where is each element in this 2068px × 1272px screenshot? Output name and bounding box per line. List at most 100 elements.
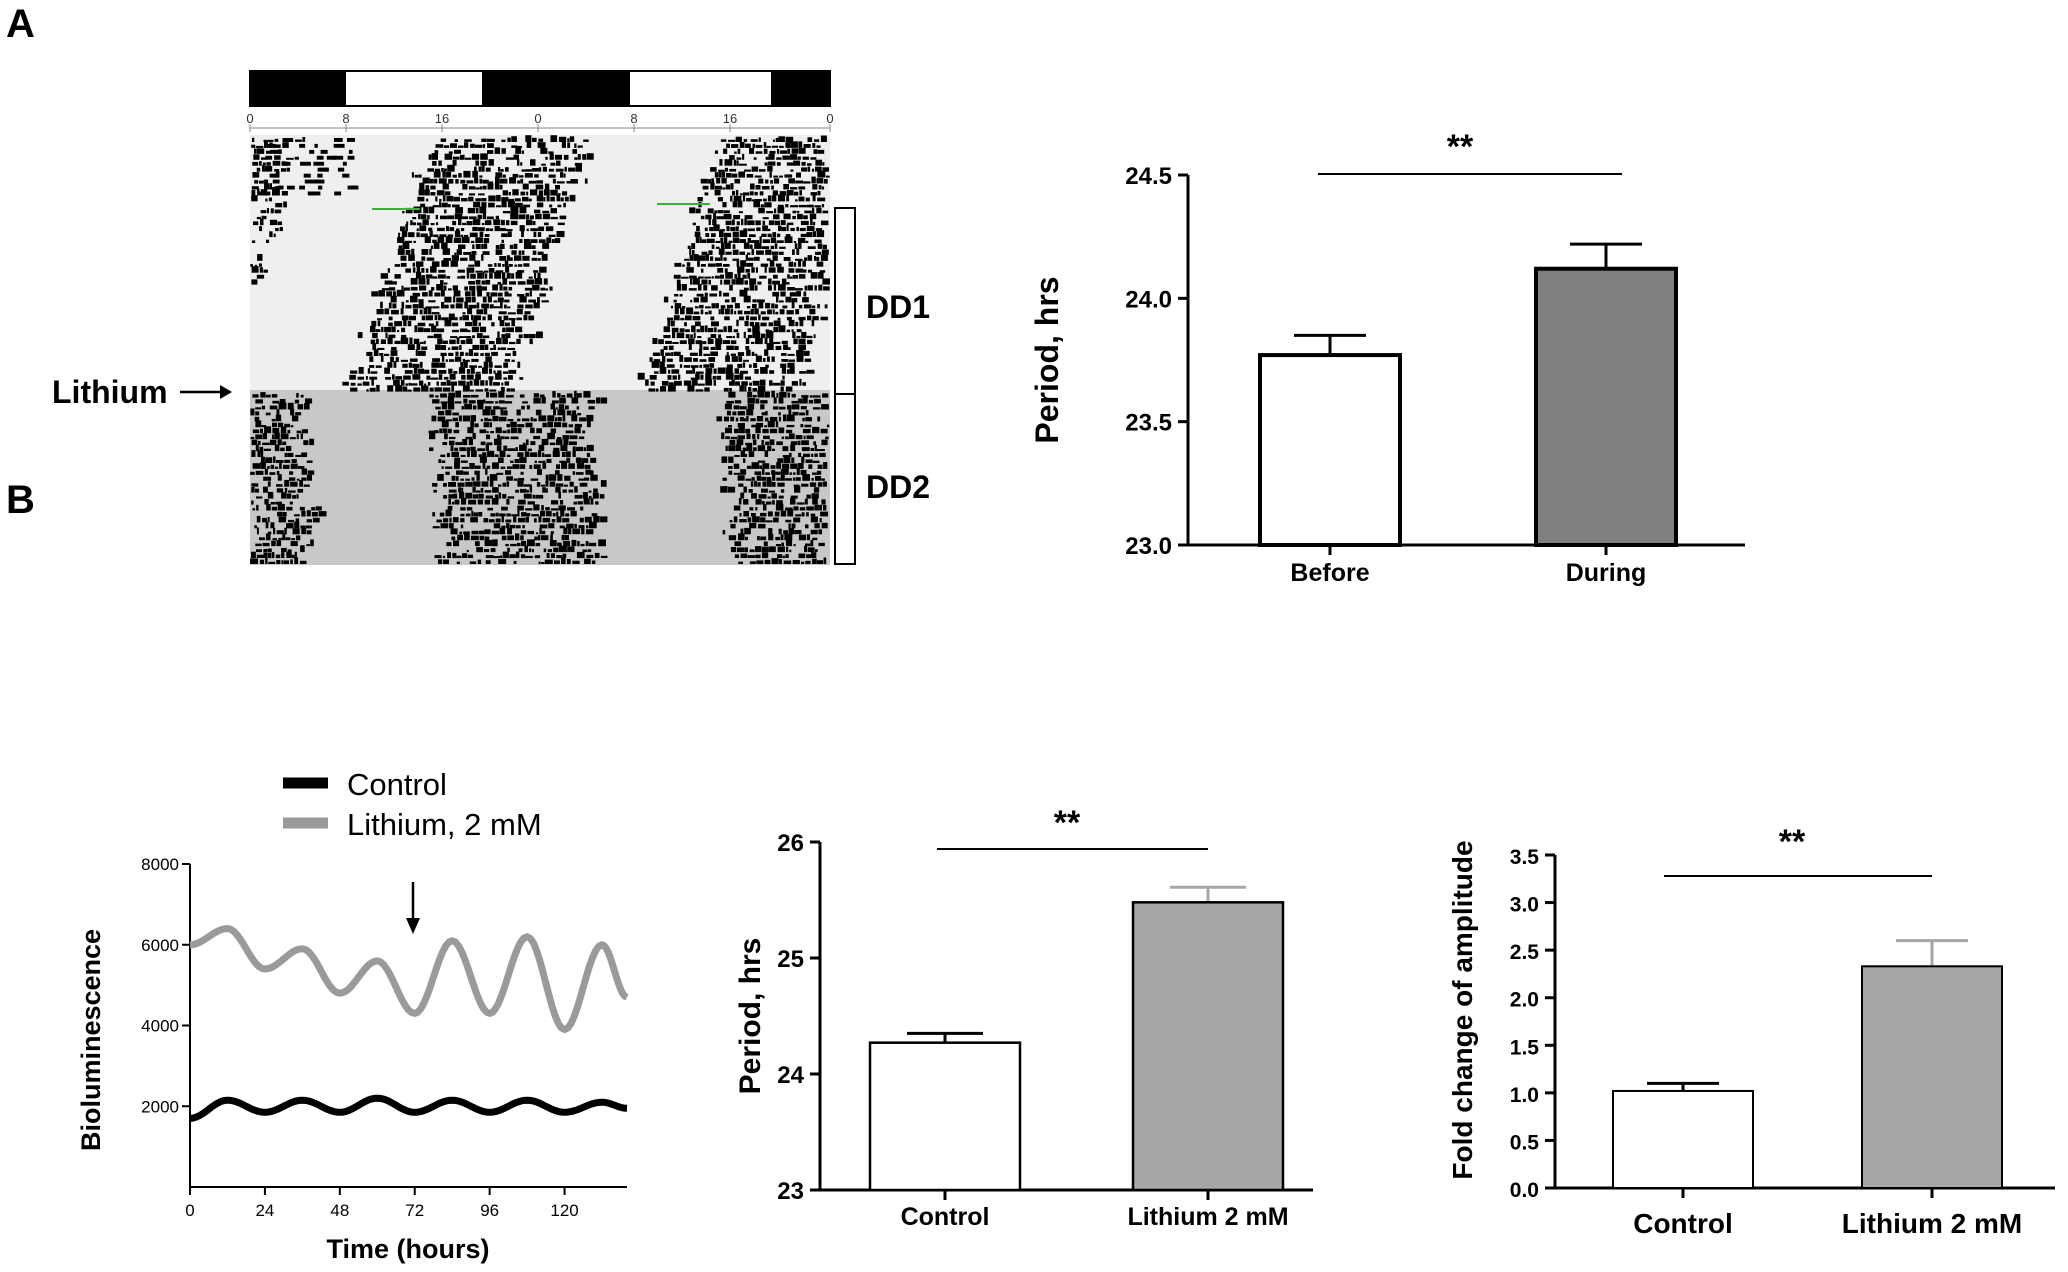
activity-mark — [534, 273, 537, 279]
activity-mark — [479, 178, 483, 184]
activity-mark — [480, 418, 483, 422]
activity-mark — [256, 549, 262, 553]
activity-mark — [274, 138, 279, 142]
activity-mark — [777, 206, 785, 214]
activity-mark — [693, 332, 696, 339]
activity-mark — [482, 272, 485, 279]
activity-mark — [792, 210, 797, 214]
activity-mark — [735, 381, 740, 386]
activity-mark — [460, 362, 464, 368]
activity-mark — [812, 407, 821, 410]
activity-mark — [444, 376, 449, 380]
activity-mark — [734, 345, 739, 350]
activity-mark — [721, 171, 726, 178]
activity-mark — [653, 359, 661, 362]
activity-mark — [449, 440, 455, 446]
activity-mark — [678, 374, 681, 380]
activity-mark — [766, 480, 772, 487]
activity-mark — [697, 383, 705, 386]
activity-mark — [447, 428, 452, 434]
activity-mark — [811, 453, 814, 457]
activity-mark — [452, 156, 460, 160]
activity-mark — [761, 246, 770, 249]
activity-mark — [739, 519, 747, 523]
activity-mark — [801, 561, 805, 564]
activity-mark — [735, 190, 739, 196]
activity-mark — [744, 287, 749, 291]
activity-mark — [307, 191, 315, 196]
c3-bars: Control Lithium 2 mM — [868, 885, 1289, 1231]
activity-mark — [754, 369, 759, 374]
activity-mark — [290, 425, 294, 428]
activity-mark — [576, 462, 584, 469]
activity-mark — [488, 268, 495, 273]
activity-mark — [802, 156, 809, 160]
activity-mark — [738, 171, 745, 178]
activity-mark — [565, 430, 574, 434]
activity-mark — [294, 551, 297, 558]
activity-mark — [432, 276, 438, 279]
activity-mark — [584, 477, 590, 481]
activity-mark — [718, 248, 725, 255]
activity-mark — [582, 492, 588, 499]
activity-mark — [750, 481, 754, 487]
activity-mark — [369, 376, 378, 380]
activity-mark — [807, 285, 813, 291]
activity-mark — [740, 528, 744, 535]
activity-mark — [588, 406, 595, 410]
activity-mark — [499, 320, 505, 327]
activity-mark — [585, 469, 591, 475]
activity-mark — [754, 199, 762, 202]
activity-mark — [815, 228, 823, 232]
activity-mark — [274, 169, 280, 172]
activity-mark — [826, 175, 830, 178]
x-tick-label: Control — [901, 1203, 990, 1231]
activity-mark — [434, 555, 442, 559]
activity-mark — [387, 268, 390, 273]
activity-mark — [425, 268, 429, 273]
activity-mark — [583, 498, 590, 505]
activity-mark — [767, 420, 775, 428]
activity-mark — [761, 468, 765, 475]
activity-mark — [728, 535, 737, 541]
activity-mark — [741, 381, 748, 386]
activity-mark — [312, 517, 320, 523]
activity-mark — [281, 560, 284, 564]
activity-mark — [550, 189, 558, 196]
activity-mark — [749, 278, 757, 285]
activity-mark — [394, 264, 401, 267]
activity-mark — [301, 452, 308, 457]
activity-mark — [533, 518, 537, 523]
activity-mark — [447, 403, 455, 410]
activity-mark — [592, 492, 599, 499]
activity-mark — [523, 239, 530, 243]
activity-mark — [738, 356, 743, 362]
activity-mark — [492, 487, 499, 493]
activity-mark — [573, 501, 577, 505]
activity-mark — [472, 432, 476, 440]
activity-mark — [555, 486, 561, 493]
activity-mark — [771, 493, 777, 499]
activity-mark — [504, 291, 509, 297]
activity-mark — [481, 254, 484, 261]
activity-mark — [728, 139, 736, 142]
x-tick-label: 72 — [405, 1201, 424, 1220]
activity-mark — [718, 169, 725, 172]
activity-mark — [749, 549, 755, 553]
activity-mark — [466, 338, 473, 344]
activity-mark — [550, 135, 558, 142]
activity-mark — [732, 190, 735, 196]
activity-mark — [498, 457, 504, 463]
activity-mark — [267, 491, 274, 499]
activity-mark — [460, 518, 465, 523]
activity-mark — [815, 476, 822, 481]
activity-mark — [667, 319, 671, 327]
activity-mark — [731, 144, 739, 148]
activity-mark — [484, 388, 489, 392]
activity-mark — [575, 446, 584, 452]
activity-mark — [499, 513, 506, 517]
activity-mark — [454, 139, 458, 142]
activity-mark — [426, 257, 435, 261]
activity-mark — [662, 356, 666, 362]
activity-mark — [781, 542, 784, 547]
